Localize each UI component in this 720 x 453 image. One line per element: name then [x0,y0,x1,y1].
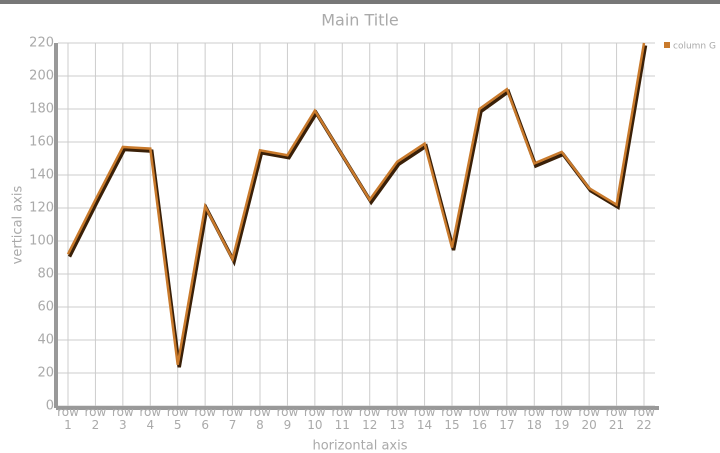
x-tick-label: row 16 [468,405,491,432]
y-tick-label: 200 [29,69,54,84]
y-tick-label: 120 [29,201,54,216]
y-tick-label: 180 [29,102,54,117]
legend-swatch [664,42,670,48]
x-axis-title: horizontal axis [312,439,407,453]
x-tick-label: row 18 [523,405,546,432]
y-tick-label: 20 [37,366,54,381]
y-tick-label: 160 [29,135,54,150]
top-bar [0,0,720,4]
x-tick-label: row 11 [331,405,354,432]
x-tick-label: row 7 [221,405,244,432]
x-tick-label: row 3 [111,405,134,432]
y-axis-title: vertical axis [11,185,26,264]
chart-title: Main Title [321,11,399,30]
x-tick-label: row 17 [495,405,518,432]
x-tick-label: row 1 [57,405,79,432]
y-tick-label: 140 [29,168,54,183]
x-tick-label: row 10 [303,405,326,432]
y-tick-label: 60 [37,300,54,315]
x-tick-label: row 9 [276,405,299,432]
y-tick-label: 220 [29,36,54,51]
x-tick-label: row 2 [84,405,107,432]
y-tick-label: 80 [37,267,54,282]
x-tick-label: row 13 [386,405,409,432]
legend-label: column G [673,42,716,52]
y-tick-label: 40 [37,333,54,348]
line-shadow [67,45,648,368]
x-tick-label: row 12 [358,405,381,432]
x-tick-label: row 4 [139,405,162,432]
line [66,42,646,365]
x-tick-label: row 22 [633,405,655,432]
x-tick-label: row 21 [605,405,628,432]
x-tick-label: row 19 [550,405,573,432]
y-tick-label: 100 [29,234,54,249]
y-tick-label: 0 [46,399,54,414]
x-tick-label: row 20 [578,405,601,432]
x-tick-label: row 8 [249,405,271,432]
x-tick-label: row 14 [413,405,436,432]
x-tick-label: row 6 [194,405,217,432]
x-tick-label: row 15 [441,405,463,432]
x-tick-label: row 5 [166,405,189,432]
